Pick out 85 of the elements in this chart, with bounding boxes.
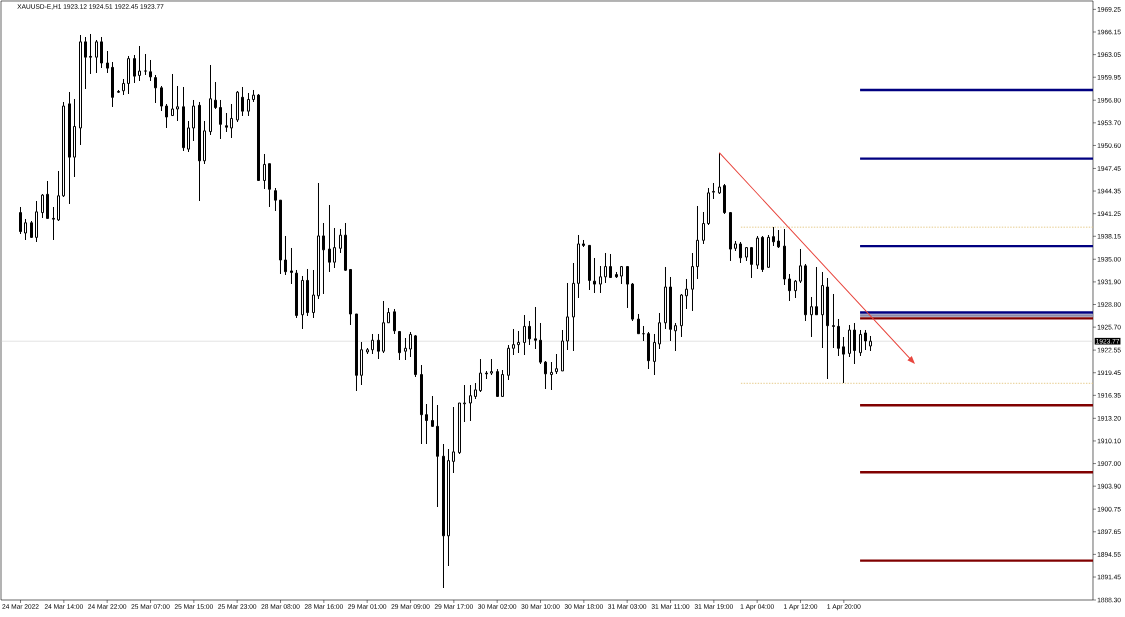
candlestick	[414, 335, 417, 378]
candlestick	[544, 361, 547, 390]
candlestick	[122, 78, 125, 96]
candlestick	[555, 353, 558, 375]
candlestick	[425, 403, 428, 445]
candlestick	[127, 55, 130, 95]
candlestick	[95, 39, 98, 74]
candlestick	[858, 329, 862, 357]
candlestick	[19, 206, 22, 235]
candlestick	[841, 336, 845, 384]
candlestick	[355, 313, 358, 392]
candlestick	[214, 81, 217, 109]
candlestick	[219, 99, 222, 140]
candlestick	[652, 333, 656, 376]
candlestick	[485, 370, 488, 380]
candlestick	[198, 101, 201, 202]
candlestick	[852, 322, 856, 365]
candlestick	[268, 163, 271, 208]
candlestick	[182, 86, 185, 152]
candlestick	[803, 263, 807, 322]
candlestick	[89, 33, 92, 75]
candlestick	[463, 384, 466, 423]
candlestick	[663, 266, 667, 330]
candlestick	[550, 361, 553, 391]
candlestick	[84, 36, 87, 90]
candlestick	[176, 85, 179, 122]
candlestick	[328, 204, 331, 273]
candlestick	[646, 331, 650, 370]
candlestick	[479, 358, 482, 392]
candlestick	[312, 269, 315, 319]
candlestick	[301, 275, 304, 330]
candlestick	[528, 320, 531, 346]
candlestick	[771, 226, 775, 247]
candlestick	[684, 278, 688, 310]
candlestick	[41, 194, 44, 219]
candlestick	[668, 276, 672, 342]
candlestick	[820, 271, 824, 349]
candlestick	[436, 404, 439, 508]
candlestick	[831, 293, 835, 349]
candlestick	[572, 262, 575, 352]
candlestick	[690, 252, 694, 312]
candlestick	[738, 241, 742, 264]
candlestick	[679, 294, 683, 338]
candlestick	[393, 308, 396, 335]
candlestick	[523, 314, 526, 356]
candlestick	[577, 234, 580, 299]
candlestick	[749, 247, 753, 279]
candlestick	[209, 64, 212, 136]
candlestick	[284, 235, 287, 276]
candlestick	[317, 182, 320, 300]
candlestick	[452, 406, 455, 474]
candlestick	[442, 443, 445, 589]
candlestick	[420, 364, 423, 445]
candlestick	[728, 212, 732, 262]
candlestick	[469, 384, 472, 422]
candlestick	[79, 34, 82, 146]
candlestick	[626, 266, 629, 309]
candlestick	[111, 61, 114, 108]
candlestick	[447, 448, 450, 567]
candlestick	[360, 341, 363, 386]
candlestick	[825, 277, 829, 380]
candlestick	[722, 183, 726, 214]
candlestick	[203, 120, 206, 165]
candlestick	[604, 252, 607, 284]
candlestick	[230, 103, 233, 139]
candlestick	[62, 101, 65, 197]
candlestick	[517, 330, 520, 354]
candlestick	[306, 268, 309, 317]
candlestick	[154, 74, 157, 104]
candlestick	[322, 222, 325, 295]
candlestick	[787, 273, 791, 302]
candlestick	[809, 296, 813, 338]
candlestick	[192, 99, 195, 142]
candlestick	[68, 91, 71, 205]
candlestick	[52, 206, 55, 241]
candlestick	[793, 280, 797, 299]
candlestick	[290, 247, 293, 285]
candlestick	[706, 187, 710, 225]
candlestick	[398, 331, 401, 361]
candlestick	[165, 103, 168, 129]
candlestick	[371, 333, 374, 355]
candlestick	[695, 205, 699, 280]
candlestick	[274, 187, 277, 212]
candlestick	[73, 98, 76, 178]
candlestick	[673, 322, 677, 352]
